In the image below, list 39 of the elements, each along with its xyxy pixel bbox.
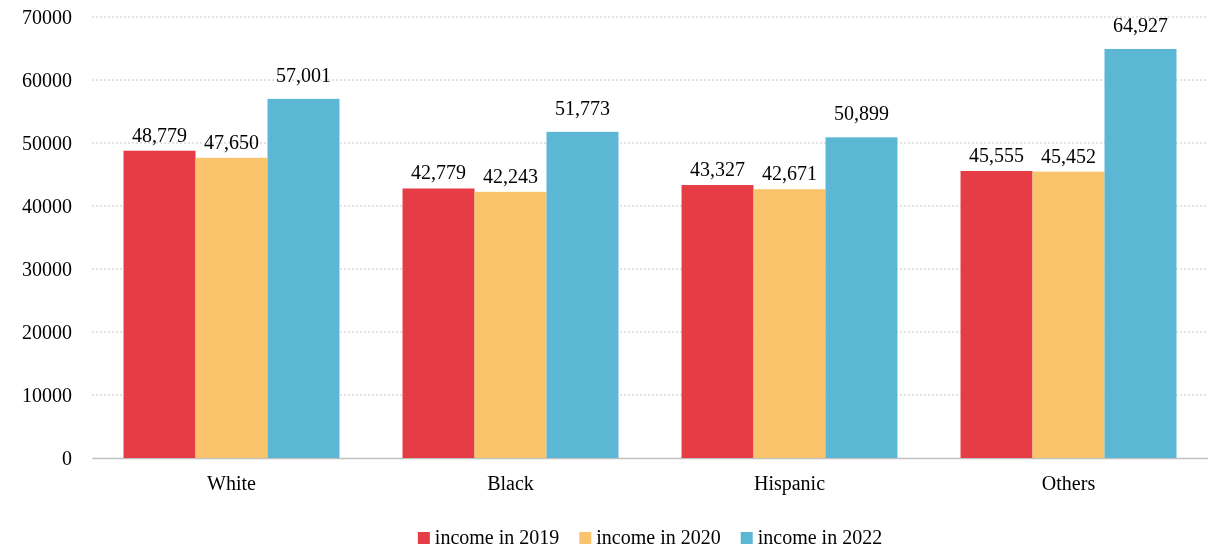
bar: [1032, 171, 1105, 458]
legend-label: income in 2022: [757, 526, 883, 548]
data-label: 57,001: [275, 63, 331, 86]
bar: [267, 98, 340, 458]
bar: [1104, 48, 1177, 458]
data-label: 43,327: [690, 158, 746, 181]
y-tick-label: 10000: [22, 383, 72, 406]
data-label: 48,779: [132, 123, 188, 146]
data-label: 42,671: [762, 162, 817, 185]
legend-label: income in 2019: [434, 526, 560, 548]
bar: [825, 137, 898, 458]
y-tick-label: 50000: [22, 131, 72, 154]
data-label: 45,452: [1041, 144, 1096, 167]
y-tick-label: 40000: [22, 194, 72, 217]
bar: [681, 185, 754, 458]
data-label: 51,773: [554, 96, 610, 119]
x-tick-label: Black: [487, 472, 534, 495]
y-tick-label: 70000: [22, 5, 72, 28]
bar: [195, 157, 268, 458]
bar: [753, 189, 826, 458]
bar: [960, 171, 1033, 458]
data-label: 42,779: [411, 161, 467, 184]
x-tick-label: Others: [1041, 472, 1096, 495]
data-label: 47,650: [204, 130, 259, 153]
data-label: 42,243: [483, 164, 538, 187]
data-label: 50,899: [833, 102, 889, 125]
data-label: 45,555: [969, 144, 1025, 166]
y-tick-label: 20000: [22, 320, 72, 343]
y-tick-label: 0: [62, 446, 72, 469]
x-tick-label: Hispanic: [753, 472, 826, 496]
bar: [123, 150, 196, 458]
data-label: 64,927: [1112, 13, 1168, 36]
legend-label: income in 2020: [596, 526, 721, 548]
bar: [546, 131, 619, 458]
bar: [402, 188, 475, 458]
x-tick-label: White: [207, 472, 257, 495]
y-tick-label: 30000: [22, 257, 72, 280]
bar: [474, 191, 547, 458]
y-tick-label: 60000: [22, 68, 72, 91]
